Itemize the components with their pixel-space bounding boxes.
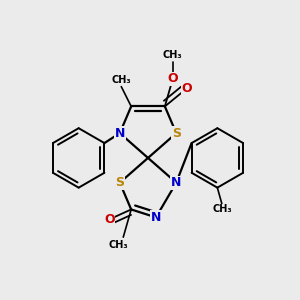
Text: CH₃: CH₃: [112, 75, 131, 85]
Text: CH₃: CH₃: [109, 240, 128, 250]
Text: O: O: [167, 72, 178, 85]
Text: N: N: [151, 211, 161, 224]
Text: N: N: [115, 127, 125, 140]
Text: N: N: [171, 176, 181, 189]
Text: O: O: [104, 213, 115, 226]
Text: CH₃: CH₃: [163, 50, 183, 60]
Text: S: S: [115, 176, 124, 189]
Text: S: S: [172, 127, 181, 140]
Text: O: O: [181, 82, 192, 95]
Text: CH₃: CH₃: [212, 204, 232, 214]
